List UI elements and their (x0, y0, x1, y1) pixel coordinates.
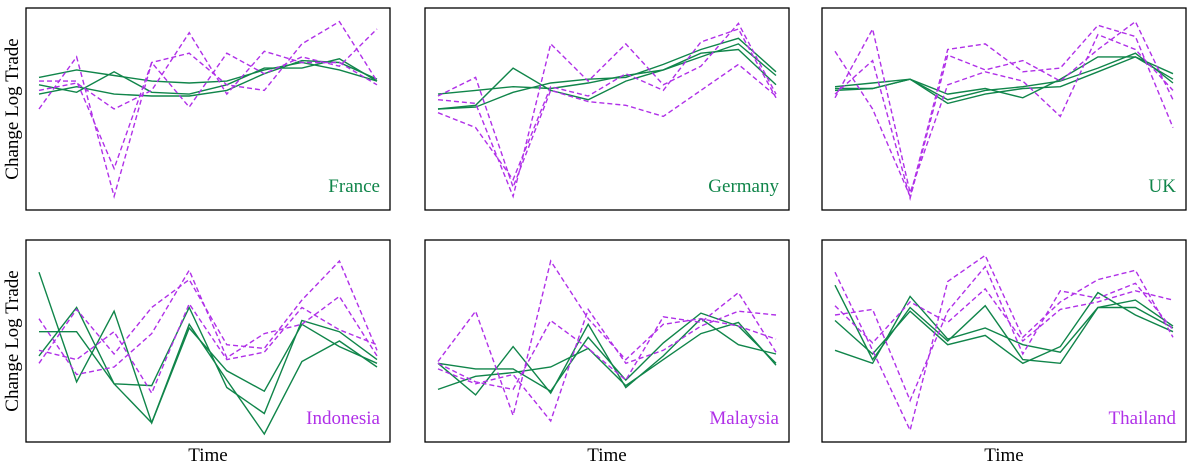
dashed-series-line-4 (834, 27, 1174, 196)
series-lines (38, 259, 378, 436)
solid-series-line-1 (437, 48, 777, 95)
dashed-series-line-5 (834, 287, 1174, 344)
dashed-series-line-4 (834, 265, 1174, 403)
y-axis-label-top: Change Log Trade (2, 38, 23, 179)
panel-country-label: Malaysia (709, 408, 779, 429)
solid-series-line-2 (38, 61, 378, 84)
dashed-series-line-4 (437, 307, 777, 423)
series-lines (437, 259, 777, 423)
dashed-series-line-5 (39, 28, 378, 171)
series-lines (437, 22, 777, 199)
dashed-series-line-3 (38, 259, 378, 364)
solid-series-line-0 (437, 43, 777, 110)
x-axis-label-left: Time (188, 445, 227, 464)
x-axis-label-right: Time (984, 445, 1023, 464)
x-axis-label-middle: Time (587, 445, 626, 464)
panel-frame (424, 239, 790, 443)
solid-series-line-0 (437, 317, 777, 396)
series-lines (834, 20, 1174, 202)
dashed-series-line-3 (834, 24, 1174, 199)
solid-series-line-1 (834, 291, 1174, 365)
panel-indonesia: Indonesia (25, 239, 391, 443)
solid-series-line-1 (38, 58, 378, 95)
series-lines (834, 254, 1174, 433)
solid-series-line-1 (38, 305, 378, 415)
panel-germany: Germany (424, 7, 790, 211)
dashed-series-line-5 (38, 302, 378, 395)
panel-frame (25, 7, 391, 211)
solid-series-line-2 (834, 295, 1174, 365)
panel-country-label: Germany (708, 176, 779, 197)
dashed-series-line-3 (38, 20, 378, 200)
panel-country-label: Indonesia (306, 408, 380, 429)
dashed-series-line-5 (834, 20, 1174, 202)
solid-series-line-1 (835, 56, 1174, 105)
dashed-series-line-4 (437, 63, 777, 190)
panel-frame (821, 7, 1187, 211)
dashed-series-line-4 (38, 268, 378, 376)
solid-series-line-2 (39, 323, 378, 425)
solid-series-line-2 (437, 37, 777, 110)
panel-france: France (25, 7, 391, 211)
panel-country-label: France (328, 176, 380, 197)
y-axis-label-bottom: Change Log Trade (2, 270, 23, 411)
solid-series-line-1 (437, 321, 777, 391)
panel-malaysia: Malaysia (424, 239, 790, 443)
panel-country-label: UK (1149, 176, 1177, 197)
panel-thailand: Thailand (821, 239, 1187, 443)
panel-uk: UK (821, 7, 1187, 211)
dashed-series-line-3 (834, 254, 1174, 433)
panel-country-label: Thailand (1108, 408, 1176, 429)
panel-frame (821, 239, 1187, 443)
solid-series-line-2 (834, 52, 1174, 101)
solid-series-line-2 (437, 312, 777, 393)
dashed-series-line-5 (437, 28, 777, 182)
series-lines (38, 20, 378, 200)
